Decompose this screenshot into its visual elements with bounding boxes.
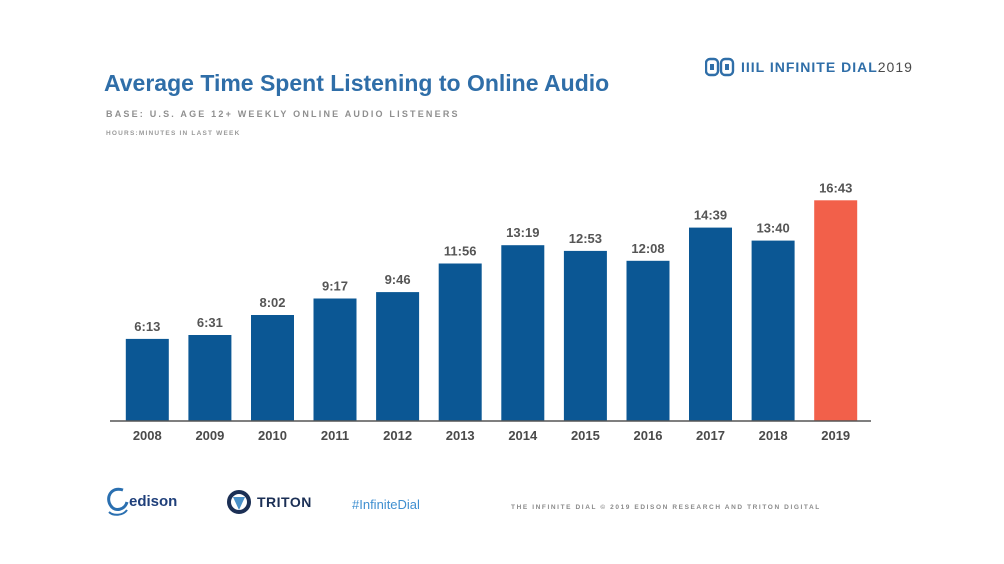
data-label-2019: 16:43	[819, 180, 852, 195]
bar-2010	[251, 315, 294, 421]
data-label-2009: 6:31	[197, 315, 223, 330]
data-label-2017: 14:39	[694, 208, 727, 223]
data-label-2012: 9:46	[385, 272, 411, 287]
hashtag-link[interactable]: #InfiniteDial	[352, 497, 420, 512]
x-tick-2016: 2016	[634, 428, 663, 443]
data-label-2016: 12:08	[631, 241, 664, 256]
x-tick-2013: 2013	[446, 428, 475, 443]
data-label-2014: 13:19	[506, 225, 539, 240]
bar-2008	[125, 338, 169, 421]
chart-title: Average Time Spent Listening to Online A…	[104, 70, 610, 96]
edison-label: edison	[129, 492, 178, 510]
bar-2014	[501, 245, 545, 421]
x-tick-2014: 2014	[508, 428, 538, 443]
copyright-notice: THE INFINITE DIAL © 2019 EDISON RESEARCH…	[511, 504, 821, 511]
bar-2019	[814, 200, 858, 421]
bar-2017	[689, 227, 732, 421]
bar-2016	[626, 260, 670, 421]
unit-note: HOURS:MINUTES IN LAST WEEK	[106, 130, 241, 137]
triton-mark-icon	[227, 490, 251, 514]
bar-2012	[376, 292, 420, 421]
x-tick-2008: 2008	[133, 428, 162, 443]
edison-swirl-icon	[107, 487, 129, 516]
bar-2018	[751, 240, 795, 421]
brand-name: IIIL INFINITE DIAL	[741, 59, 878, 75]
bar-2013	[438, 263, 482, 421]
x-tick-2018: 2018	[759, 428, 788, 443]
x-tick-2009: 2009	[195, 428, 224, 443]
bar-2011	[313, 298, 357, 421]
data-label-2018: 13:40	[756, 221, 789, 236]
data-label-2013: 11:56	[444, 244, 477, 259]
data-label-2008: 6:13	[134, 319, 160, 334]
data-label-2015: 12:53	[569, 231, 602, 246]
edison-logo: edison	[103, 484, 177, 518]
x-tick-2015: 2015	[571, 428, 600, 443]
chart-subtitle: BASE: U.S. AGE 12+ WEEKLY ONLINE AUDIO L…	[106, 109, 460, 119]
infinite-dial-logo: IIIL INFINITE DIAL 2019	[705, 55, 913, 79]
x-tick-2019: 2019	[821, 428, 850, 443]
x-tick-2012: 2012	[383, 428, 412, 443]
triton-logo: TRITON	[227, 490, 312, 514]
data-label-2010: 8:02	[259, 295, 285, 310]
data-label-2011: 9:17	[322, 279, 348, 294]
x-tick-2011: 2011	[321, 428, 349, 443]
bar-2015	[563, 250, 607, 421]
x-tick-2017: 2017	[696, 428, 725, 443]
triton-label: TRITON	[257, 494, 312, 510]
infinite-dial-mark-icon	[705, 57, 735, 77]
x-tick-2010: 2010	[258, 428, 287, 443]
bar-2009	[188, 335, 232, 421]
brand-year: 2019	[877, 59, 913, 75]
